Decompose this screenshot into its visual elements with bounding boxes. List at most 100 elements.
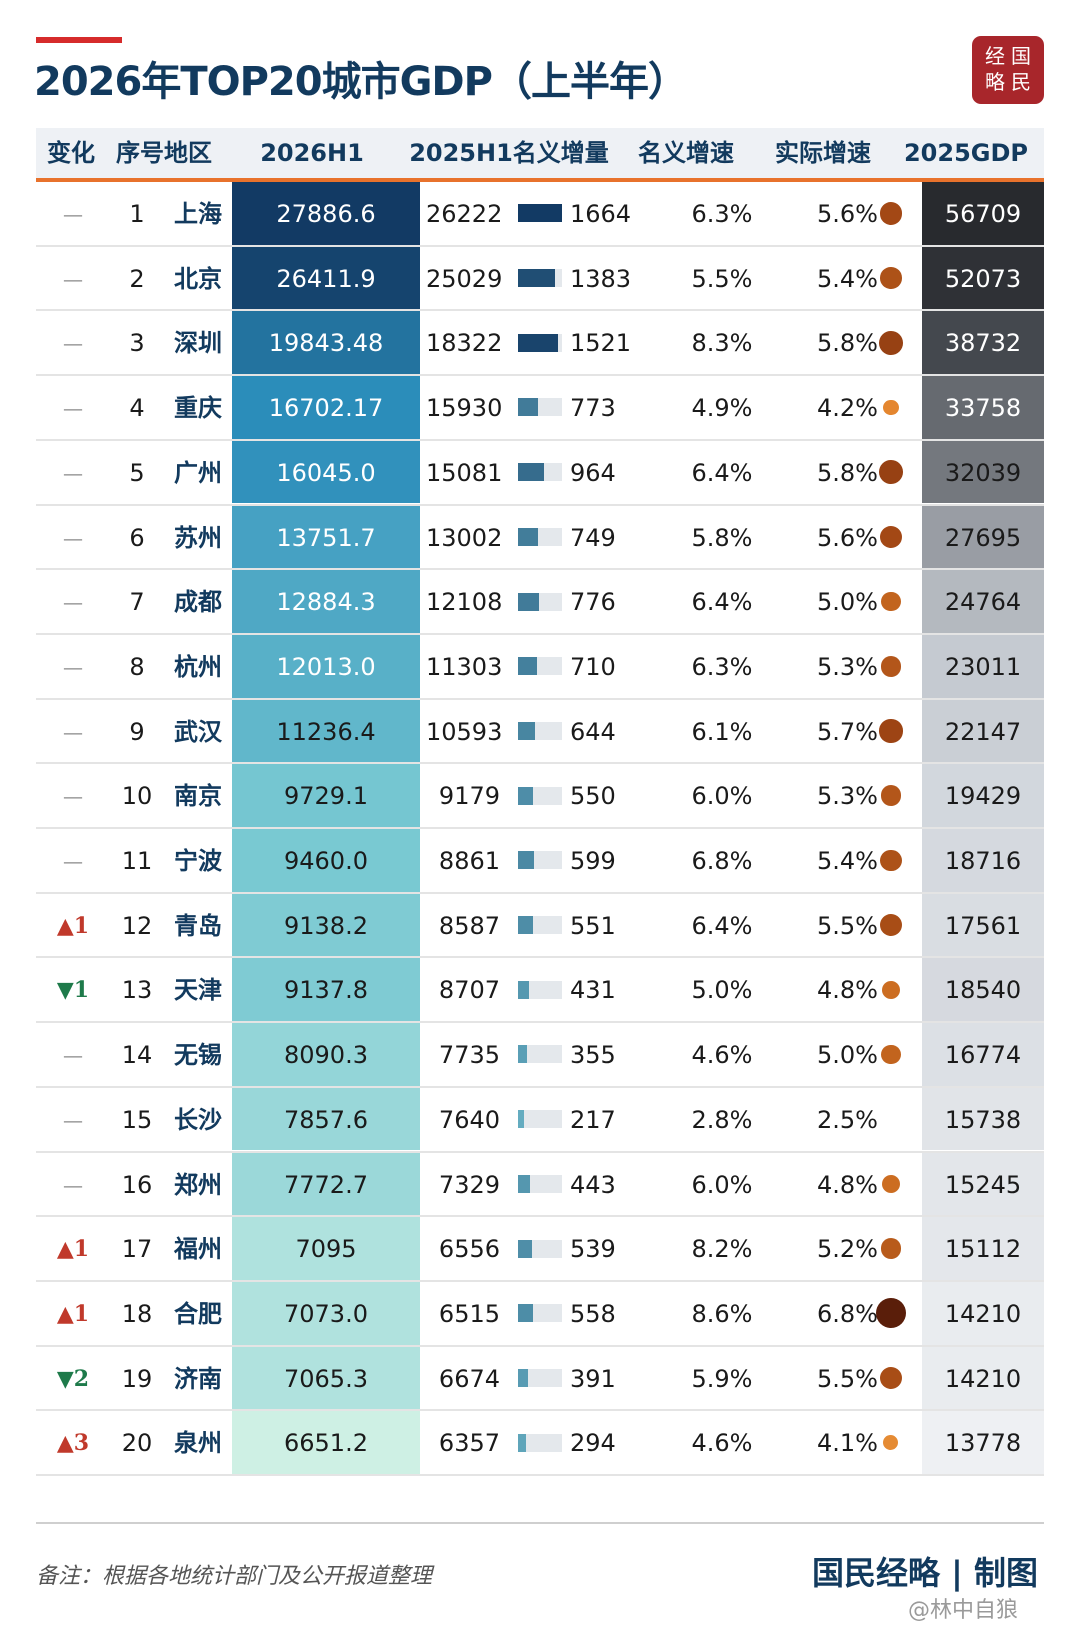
gdp-2025-value: 18716 [944,847,1022,875]
real-growth: 5.8% [817,458,878,487]
increment-value: 539 [570,1235,616,1264]
h1-2026-value: 6651.2 [284,1429,368,1458]
increment-value: 710 [570,652,616,681]
increment-value: 964 [570,458,616,487]
h1-2026-cell [232,699,420,763]
real-growth-dot [879,460,903,485]
gdp-2025-value: 17561 [944,911,1022,940]
rank-number: 2 [129,264,145,293]
real-growth: 5.0% [817,1041,878,1070]
nominal-growth: 6.4% [691,458,753,487]
h1-2026-value: 7073.0 [284,1299,368,1328]
nominal-growth: 2.8% [691,1105,753,1134]
row-separator [36,827,1044,829]
real-growth: 5.3% [817,652,878,681]
gdp-2025-value: 14210 [944,1364,1022,1393]
increment-value: 749 [570,523,616,552]
gdp-2025-value: 27695 [944,523,1022,552]
title-accent-bar [36,37,122,43]
city-name: 深圳 [174,329,222,358]
increment-bar-track [518,1368,562,1387]
city-name: 广州 [174,458,222,487]
real-growth-dot [880,1238,902,1259]
increment-value: 1521 [570,329,632,358]
gdp-2025-cell [922,958,1044,1022]
real-growth: 5.2% [817,1235,878,1264]
header-change: 变化 [47,139,95,167]
nominal-growth: 6.1% [691,717,753,746]
rank-change: ▼1 [56,977,90,1004]
increment-value: 443 [570,1170,616,1199]
real-growth-dot [883,1435,899,1451]
row-separator [36,1409,1044,1412]
h1-2026-value: 7065.3 [284,1364,368,1393]
h1-2026-value: 12013.0 [276,652,376,681]
row-separator [36,956,1044,959]
h1-2026-value: 12884.3 [276,588,376,617]
city-name: 青岛 [174,911,222,940]
h1-2025-value: 15930 [426,394,503,423]
rank-number: 17 [121,1235,153,1264]
rank-change: ▲1 [56,912,90,939]
city-name: 杭州 [174,652,222,681]
real-growth-dot [880,849,902,872]
gdp-2025-value: 24764 [944,588,1022,617]
real-growth: 5.4% [817,847,878,875]
real-growth: 5.5% [817,911,878,940]
h1-2026-cell [232,764,420,827]
gdp-2025-cell [922,764,1044,827]
row-separator [36,503,1044,506]
gdp-2025-cell [922,829,1044,892]
h1-2026-cell [232,311,420,375]
gdp-2025-value: 19429 [944,782,1022,811]
increment-bar [518,592,539,611]
h1-2026-value: 13751.7 [276,523,376,552]
gdp-2025-cell [922,376,1044,439]
gdp-2025-cell [922,1346,1044,1410]
increment-bar-track [518,1045,562,1064]
h1-2026-cell [232,1281,420,1345]
real-growth-dot [881,1044,901,1065]
increment-value: 355 [570,1041,616,1070]
city-name: 成都 [174,588,222,617]
nominal-growth: 5.5% [691,264,753,293]
rank-change: ▲3 [56,1430,90,1457]
rank-change: — [63,590,83,615]
increment-value: 431 [570,976,616,1005]
rank-number: 16 [121,1170,153,1199]
nominal-growth: 6.0% [691,782,753,811]
increment-value: 551 [570,911,616,940]
header-2026h1: 2026H1 [260,139,364,167]
h1-2026-value: 27886.6 [276,200,376,228]
real-growth-dot [879,330,903,355]
city-name: 苏州 [174,523,222,552]
gdp-2025-cell [922,570,1044,633]
h1-2026-cell [232,505,420,569]
nominal-growth: 6.3% [691,200,753,228]
real-growth: 4.8% [817,976,878,1005]
rank-number: 4 [129,394,145,423]
h1-2026-cell [232,893,420,957]
h1-2026-value: 26411.9 [276,264,376,293]
h1-2026-cell [232,634,420,698]
h1-2026-value: 7095 [295,1235,357,1264]
gdp-2025-cell [922,1023,1044,1086]
h1-2026-value: 9460.0 [284,847,368,875]
increment-value: 776 [570,588,616,617]
gdp-2025-value: 22147 [944,717,1022,746]
real-growth-dot [880,655,902,677]
row-separator [36,1474,1044,1476]
gdp-2025-value: 38732 [944,329,1022,358]
h1-2025-value: 6674 [438,1364,500,1393]
increment-value: 391 [570,1364,616,1393]
real-growth: 5.3% [817,782,878,811]
increment-bar [518,204,562,223]
h1-2025-value: 13002 [426,523,503,552]
brand-seal-logo: 经 国 略 民 [972,36,1044,104]
city-name: 上海 [174,200,222,228]
seal-char: 民 [1011,70,1031,94]
city-name: 郑州 [174,1170,222,1199]
increment-bar [518,916,533,935]
real-growth: 5.0% [817,588,878,617]
h1-2025-value: 11303 [426,652,503,681]
